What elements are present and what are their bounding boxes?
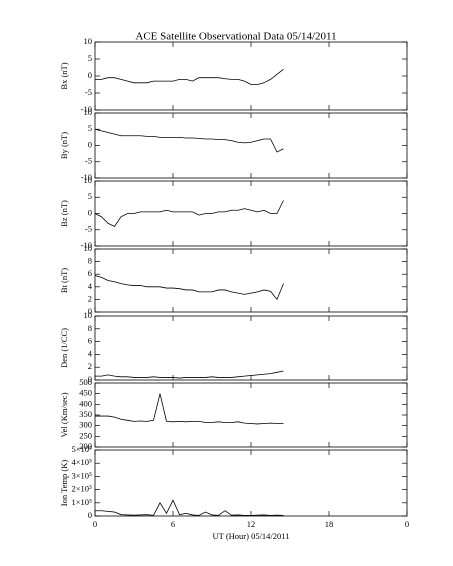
- x-tick-label: 12: [247, 519, 256, 529]
- y-tick-label: 0: [88, 374, 92, 384]
- y-tick-label: 10: [84, 175, 93, 185]
- data-line: [95, 370, 284, 379]
- y-tick-label: 8: [88, 323, 92, 333]
- y-tick-label: 2: [88, 293, 92, 303]
- y-tick-label: -5: [85, 224, 92, 234]
- panel-frame: [94, 180, 408, 247]
- y-tick-label: 4: [88, 281, 93, 291]
- y-tick-label: -10: [81, 104, 92, 114]
- y-tick-label: 10: [84, 36, 93, 46]
- panel-frame: [94, 112, 408, 179]
- y-tick-label: -5: [85, 87, 92, 97]
- y-tick-label: 400: [79, 398, 92, 408]
- y-tick-label: 5×10⁵: [71, 444, 92, 454]
- data-line: [94, 200, 284, 228]
- y-tick-label: 4×10⁵: [71, 457, 92, 467]
- y-tick-label: 8: [88, 256, 92, 266]
- y-tick-label: 250: [79, 430, 92, 440]
- y-tick-label: 5: [88, 123, 92, 133]
- panel-frame: [94, 248, 408, 313]
- y-tick-label: 500: [79, 377, 92, 387]
- panel-frame: [94, 315, 408, 381]
- y-tick-label: 6: [88, 268, 92, 278]
- x-tick-label: 6: [171, 519, 175, 529]
- y-axis-label: Bt (nT): [59, 268, 69, 293]
- x-tick-label: 0: [93, 519, 97, 529]
- y-tick-label: 300: [79, 420, 92, 430]
- x-tick-label: 0: [405, 519, 409, 529]
- panel-frame: [94, 382, 408, 448]
- y-axis-label: Den (1/CC): [59, 328, 69, 368]
- y-tick-label: -5: [85, 156, 92, 166]
- y-tick-label: 0: [88, 510, 92, 520]
- y-axis-label: Ion Temp (K): [59, 460, 69, 507]
- y-axis-label: Vel (Km/sec): [59, 392, 69, 437]
- x-axis-label: UT (Hour) 05/14/2011: [213, 531, 290, 541]
- y-tick-label: 0: [88, 139, 92, 149]
- y-tick-label: 6: [88, 336, 92, 346]
- y-tick-label: -10: [81, 172, 92, 182]
- panel-frame: [94, 449, 408, 517]
- data-line: [95, 499, 284, 516]
- data-line: [94, 128, 284, 153]
- y-tick-label: 0: [88, 70, 92, 80]
- y-tick-label: 10: [84, 310, 93, 320]
- data-line: [95, 68, 284, 85]
- y-tick-label: 5: [88, 53, 92, 63]
- y-tick-label: 0: [88, 306, 92, 316]
- y-axis-label: Bz (nT): [59, 200, 69, 227]
- chart-title: ACE Satellite Observational Data 05/14/2…: [135, 31, 336, 43]
- y-tick-label: 3×10⁵: [71, 470, 92, 480]
- y-axis-label: By (nT): [59, 132, 69, 159]
- y-tick-label: 2: [88, 361, 92, 371]
- y-tick-label: 2×10⁵: [71, 484, 92, 494]
- y-tick-label: 10: [84, 107, 93, 117]
- data-line: [94, 275, 284, 301]
- x-tick-label: 18: [325, 519, 334, 529]
- panel-frame: [94, 41, 408, 111]
- y-tick-label: -10: [81, 240, 92, 250]
- y-tick-label: 1×10⁵: [71, 497, 92, 507]
- y-tick-label: 200: [79, 441, 92, 451]
- y-tick-label: 10: [84, 243, 93, 253]
- y-tick-label: 450: [79, 388, 92, 398]
- y-tick-label: 350: [79, 409, 92, 419]
- data-line: [95, 393, 284, 425]
- y-tick-label: 5: [88, 191, 92, 201]
- y-tick-label: 4: [88, 348, 93, 358]
- y-axis-label: Bx (nT): [59, 62, 69, 89]
- y-tick-label: 0: [88, 207, 92, 217]
